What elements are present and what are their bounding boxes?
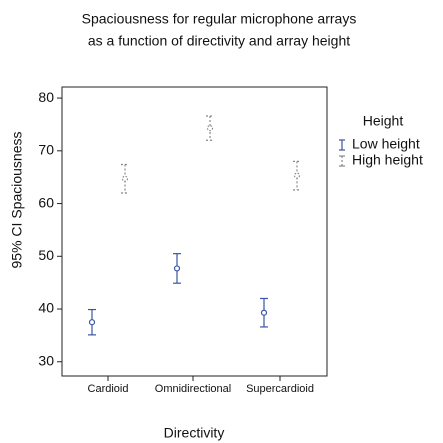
y-axis-label: 95% CI Spaciousness bbox=[9, 132, 25, 269]
y-tick-label: 80 bbox=[38, 89, 54, 105]
mean-marker bbox=[293, 172, 301, 179]
chart-title: as a function of directivity and array h… bbox=[88, 33, 350, 49]
legend-label: High height bbox=[352, 152, 423, 168]
plot-frame bbox=[61, 86, 328, 377]
y-tick-label: 60 bbox=[38, 194, 54, 210]
y-tick-label: 70 bbox=[38, 142, 54, 158]
x-tick-label: Supercardioid bbox=[246, 383, 314, 395]
mean-marker bbox=[173, 265, 181, 272]
mean-marker bbox=[206, 125, 214, 132]
legend-label: Low height bbox=[352, 136, 420, 152]
x-tick-label: Omnidirectional bbox=[155, 383, 231, 395]
y-tick-label: 50 bbox=[38, 247, 54, 263]
legend-title: Height bbox=[363, 113, 404, 129]
chart-title: Spaciousness for regular microphone arra… bbox=[82, 11, 357, 27]
mean-marker bbox=[121, 175, 129, 182]
mean-marker bbox=[260, 309, 268, 316]
x-tick-label: Cardioid bbox=[88, 383, 129, 395]
mean-marker bbox=[88, 319, 96, 326]
x-axis-label: Directivity bbox=[164, 425, 225, 441]
y-tick-label: 30 bbox=[38, 352, 54, 368]
y-tick-label: 40 bbox=[38, 300, 54, 316]
